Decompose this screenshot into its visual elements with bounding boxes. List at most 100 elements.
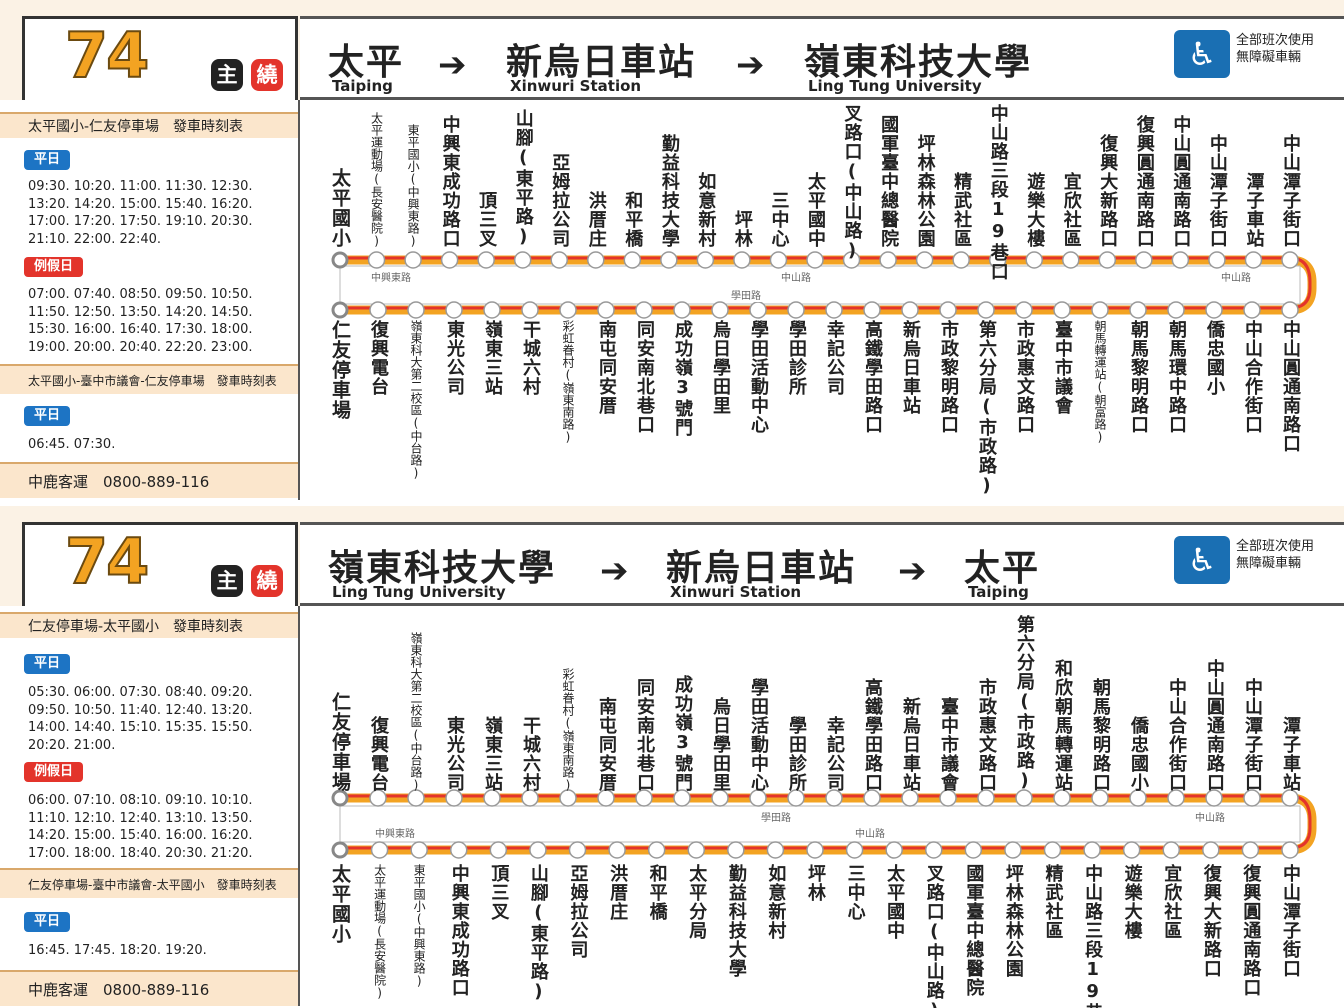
stop-label: 山腳(東平路) <box>512 109 534 248</box>
stop-label: 復興圓通南路口 <box>1240 864 1262 997</box>
route-title-bar: 太平 Taiping ➔ 新烏日車站 Xinwuri Station ➔ 嶺東科… <box>300 16 1344 100</box>
stop-marker <box>440 251 459 269</box>
origin-subtitle: Ling Tung University <box>332 583 506 601</box>
right-arrow-icon: ➔ <box>736 45 765 85</box>
stop-label: 宜欣社區 <box>1060 172 1082 248</box>
stop-label: 成功嶺3號門 <box>672 320 693 437</box>
stop-label: 太平國中 <box>805 172 826 248</box>
stop-marker <box>1091 789 1109 807</box>
weekday-tag: 平日 <box>24 912 71 932</box>
terminal-stop-label: 仁友停車場 <box>329 320 351 420</box>
stop-label: 高鐵學田路口 <box>862 320 883 434</box>
stop-marker <box>331 251 349 269</box>
stop-marker <box>597 301 615 319</box>
stop-marker <box>559 789 577 807</box>
stop-label: 朝馬環中路口 <box>1166 320 1187 434</box>
stop-label: 干城六村 <box>520 716 541 792</box>
stop-marker <box>879 251 897 269</box>
stop-label: 中山合作街口 <box>1242 320 1263 434</box>
schedule-column: 仁友停車場-太平國小 發車時刻表 平日 05:30. 06:00. 07:30.… <box>0 606 300 1006</box>
stop-marker <box>1091 301 1109 319</box>
weekday-times: 05:30. 06:00. 07:30. 08:40. 09:20. 09:50… <box>28 685 253 753</box>
stop-label: 中山路三段19巷口 <box>1082 864 1104 1008</box>
stop-marker <box>1015 789 1033 807</box>
stop-label: 三中心 <box>844 864 866 921</box>
stop-marker <box>964 841 983 859</box>
stop-label: 新烏日車站 <box>900 320 921 415</box>
stop-marker <box>608 841 626 859</box>
stop-label: 幸記公司 <box>824 320 845 396</box>
stop-label: 坪林森林公園 <box>1002 864 1024 978</box>
route-number: 74 <box>64 524 150 599</box>
stop-marker <box>483 789 501 807</box>
stop-marker <box>1171 251 1190 269</box>
stop-marker <box>1098 251 1117 269</box>
stop-marker <box>845 841 864 859</box>
weekday-times: 09:30. 10:20. 11:00. 11:30. 12:30. 13:20… <box>28 179 253 247</box>
stop-label: 中山圓通南路口 <box>1280 320 1301 453</box>
stop-label: 中山潭子街口 <box>1242 678 1263 792</box>
stop-marker <box>696 251 715 269</box>
street-frame <box>339 265 1301 305</box>
origin-title: 嶺東科技大學 <box>328 548 557 589</box>
stop-label: 復興大新路口 <box>1200 864 1222 978</box>
stop-marker <box>863 301 881 319</box>
upper-stop-markers <box>331 251 1299 269</box>
origin-subtitle: Taiping <box>332 77 393 95</box>
stop-label: 太平分局 <box>686 864 708 940</box>
stop-marker <box>952 251 970 269</box>
accessibility-note-line: 無障礙車輛 <box>1236 50 1302 65</box>
stop-label: 中山合作街口 <box>1166 678 1187 792</box>
stop-label: 朝馬轉運站(朝富路) <box>1093 320 1107 444</box>
stop-marker <box>445 789 463 807</box>
stop-label: 坪林 <box>805 864 826 902</box>
stop-label: 臺中市議會 <box>938 697 959 792</box>
weekday-tag: 平日 <box>24 654 71 674</box>
via-subtitle: Xinwuri Station <box>670 583 802 601</box>
stop-label: 中興東成功路口 <box>448 864 470 997</box>
stop-marker <box>711 301 729 319</box>
stop-marker <box>673 301 691 319</box>
stop-label: 遊樂大樓 <box>1121 864 1143 940</box>
destination-subtitle: Taiping <box>968 583 1029 601</box>
stop-label: 市政黎明路口 <box>938 320 959 434</box>
stop-marker <box>410 841 428 859</box>
stop-marker <box>915 251 934 269</box>
origin-title: 太平 <box>328 42 405 83</box>
stop-marker <box>988 251 1007 269</box>
stop-label: 頂三叉 <box>488 864 510 921</box>
stop-label: 中山路三段19巷口 <box>987 104 1009 281</box>
stop-marker <box>1167 789 1185 807</box>
stop-label: 南屯同安厝 <box>596 320 617 415</box>
stop-marker <box>863 789 881 807</box>
stop-marker <box>331 301 349 319</box>
stop-marker <box>842 251 861 269</box>
stop-label: 市政惠文路口 <box>1014 320 1035 434</box>
stop-marker <box>1129 301 1147 319</box>
destination-subtitle: Ling Tung University <box>808 77 982 95</box>
stop-marker <box>806 841 824 859</box>
stop-label: 東光公司 <box>444 320 465 396</box>
weekday-tag: 平日 <box>24 150 71 170</box>
weekday-council-times: 16:45. 17:45. 18:20. 19:20. <box>28 943 207 958</box>
stop-marker <box>727 841 745 859</box>
stop-label: 彩虹眷村(嶺東南路) <box>561 320 575 444</box>
destination-title: 嶺東科技大學 <box>804 42 1033 83</box>
stop-marker <box>901 789 919 807</box>
destination-title: 太平 <box>964 548 1041 589</box>
stop-label: 嶺東三站 <box>482 320 503 396</box>
stop-label: 學田活動中心 <box>748 678 769 792</box>
stop-marker <box>1043 841 1062 859</box>
stop-marker <box>550 251 568 269</box>
stop-label: 和平橋 <box>622 191 644 248</box>
street-label: 學田路 <box>728 287 764 302</box>
stop-marker <box>977 301 995 319</box>
stop-marker <box>673 789 691 807</box>
stop-label: 坪林 <box>731 210 753 248</box>
stop-label: 嶺東科大第二校區(中台路) <box>409 320 423 480</box>
stop-label: 新烏日車站 <box>900 697 921 792</box>
stop-label: 朝馬黎明路口 <box>1128 320 1149 434</box>
stop-marker <box>1167 301 1185 319</box>
stop-marker <box>513 251 532 269</box>
stop-marker <box>489 841 508 859</box>
